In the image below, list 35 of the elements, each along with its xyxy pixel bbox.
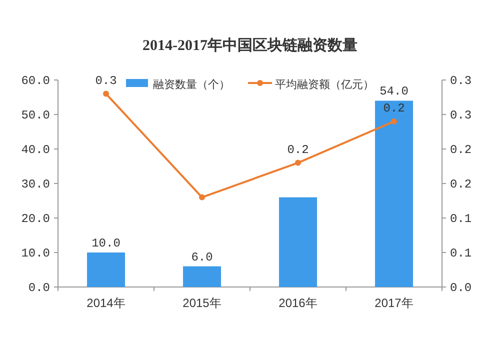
data-label: 6.0 (191, 250, 213, 264)
point (295, 160, 301, 166)
chart-title: 2014-2017年中国区块链融资数量 (142, 37, 358, 54)
y-tick-label: 40.0 (21, 143, 50, 157)
y-tick-label: 50.0 (21, 108, 50, 122)
y2-tick-label: 0.1 (450, 246, 472, 260)
y-tick-label: 20.0 (21, 212, 50, 226)
bar (279, 197, 317, 287)
y-tick-label: 10.0 (21, 246, 50, 260)
x-tick-label: 2016年 (278, 296, 318, 310)
data-label: 10.0 (92, 236, 120, 250)
point (391, 118, 397, 124)
y2-tick-label: 0.3 (450, 108, 472, 122)
point (199, 194, 205, 200)
point (103, 90, 109, 97)
bar (375, 100, 413, 287)
x-tick-label: 2017年 (374, 296, 414, 310)
x-tick-label: 2014年 (86, 296, 126, 310)
y-tick-label: 0.0 (28, 281, 50, 295)
y2-tick-label: 0.1 (450, 212, 472, 226)
y-tick-label: 30.0 (21, 178, 50, 192)
data-label: 0.3 (95, 74, 117, 88)
data-label: 0.2 (287, 142, 309, 157)
legend-label: 融资数量（个） (153, 79, 230, 91)
y2-tick-label: 0.2 (450, 178, 472, 192)
y2-tick-label: 0.0 (450, 281, 472, 295)
data-label: 0.2 (383, 101, 405, 116)
y2-tick-label: 0.3 (450, 74, 472, 88)
bar (87, 252, 125, 287)
y-tick-label: 60.0 (21, 74, 50, 88)
data-label: 54.0 (380, 84, 408, 99)
x-tick-label: 2015年 (182, 296, 222, 310)
legend-label: 平均融资额（亿元） (275, 78, 374, 91)
bar (183, 266, 221, 287)
y2-tick-label: 0.2 (450, 143, 472, 157)
